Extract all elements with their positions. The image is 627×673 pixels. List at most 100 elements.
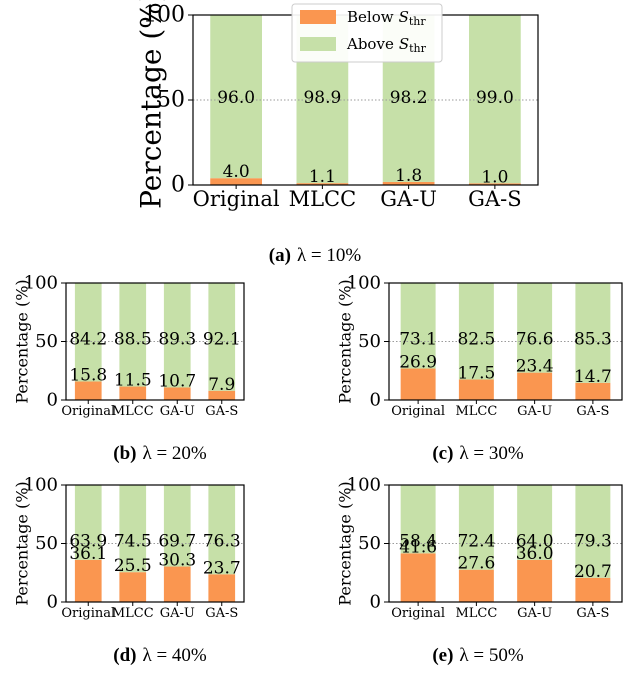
bar-above-3 <box>575 485 611 578</box>
legend: Below Sthr Above Sthr <box>291 3 443 63</box>
value-label-above-2: 89.3 <box>158 330 196 350</box>
bar-below-3 <box>208 574 236 602</box>
bar-below-1 <box>296 183 349 185</box>
bar-below-0 <box>400 553 436 602</box>
y-tick-label-1: 50 <box>35 331 58 352</box>
y-tick-label-0: 0 <box>171 173 185 198</box>
value-label-below-2: 36.0 <box>516 544 554 564</box>
bar-below-1 <box>119 572 147 602</box>
value-label-below-0: 36.1 <box>69 544 107 564</box>
panel-lambda: λ = 40% <box>142 645 206 666</box>
value-label-below-3: 1.0 <box>481 167 508 187</box>
bar-above-2 <box>517 283 553 373</box>
value-label-above-1: 82.5 <box>457 330 495 350</box>
bar-above-1 <box>458 283 494 380</box>
x-tick-label-1: MLCC <box>112 404 154 419</box>
panel-lambda: λ = 30% <box>459 443 523 464</box>
value-label-below-3: 23.7 <box>203 558 241 578</box>
value-label-below-2: 23.4 <box>516 357 554 377</box>
bar-below-2 <box>163 566 191 602</box>
panel-lambda: λ = 50% <box>459 645 523 666</box>
panel-letter: (b) <box>113 443 136 464</box>
x-tick-label-3: GA-S <box>576 404 609 419</box>
panel-letter: (a) <box>269 245 291 266</box>
y-tick-label-2: 100 <box>143 3 185 28</box>
value-label-above-3: 76.3 <box>203 532 241 552</box>
y-axis-label: Percentage (%) <box>336 279 355 403</box>
panel-caption: (d) λ = 40% <box>113 645 207 666</box>
legend-word-below: Below <box>347 8 394 26</box>
x-tick-label-0: Original <box>391 404 445 419</box>
value-label-above-2: 64.0 <box>516 532 554 552</box>
bar-below-2 <box>163 387 191 400</box>
y-tick-label-2: 100 <box>347 475 381 496</box>
y-tick-label-2: 100 <box>347 273 381 294</box>
y-tick-label-1: 50 <box>157 88 185 113</box>
bar-below-2 <box>517 372 553 400</box>
y-tick-label-0: 0 <box>370 390 381 411</box>
bar-below-3 <box>575 382 611 400</box>
x-tick-label-3: GA-S <box>576 606 609 621</box>
y-tick-label-1: 50 <box>35 533 58 554</box>
value-label-above-1: 88.5 <box>114 330 152 350</box>
legend-label-below: Below Sthr <box>347 8 426 28</box>
bar-below-1 <box>458 569 494 602</box>
x-tick-label-1: MLCC <box>112 606 154 621</box>
bar-below-1 <box>119 386 147 400</box>
value-label-below-0: 15.8 <box>69 366 107 386</box>
y-tick-label-0: 0 <box>47 592 58 613</box>
panel-caption: (a) λ = 10% <box>269 245 362 266</box>
panel-caption: (c) λ = 30% <box>432 443 524 464</box>
value-label-above-0: 73.1 <box>399 330 437 350</box>
bar-above-0 <box>400 283 436 369</box>
legend-swatch-below <box>300 10 336 24</box>
y-tick-label-1: 50 <box>358 533 381 554</box>
value-label-above-3: 92.1 <box>203 330 241 350</box>
value-label-above-1: 98.9 <box>303 88 341 108</box>
chart-panel-0: 0 50 100 Original MLCC GA-U GA-S 4.0 96.0 1.1 98.9… <box>135 0 539 266</box>
legend-sub-below: thr <box>409 15 427 28</box>
value-label-above-2: 76.6 <box>516 330 554 350</box>
bar-above-2 <box>163 485 191 567</box>
legend-symbol-above: S <box>399 35 409 53</box>
x-tick-label-3: GA-S <box>468 187 521 211</box>
value-label-above-0: 63.9 <box>69 532 107 552</box>
y-axis-label: Percentage (%) <box>336 481 355 605</box>
value-label-above-3: 99.0 <box>476 88 514 108</box>
x-tick-label-0: Original <box>61 404 115 419</box>
legend-swatch-above <box>300 37 336 51</box>
value-label-below-0: 41.6 <box>399 537 437 557</box>
value-label-above-3: 85.3 <box>574 330 612 350</box>
value-label-below-1: 25.5 <box>114 556 152 576</box>
panel-letter: (c) <box>432 443 453 464</box>
y-axis-label: Percentage (%) <box>13 279 32 403</box>
bar-above-0 <box>74 485 102 560</box>
value-label-below-1: 11.5 <box>114 371 152 391</box>
y-axis-label: Percentage (%) <box>13 481 32 605</box>
bar-above-2 <box>163 283 191 388</box>
value-label-below-2: 30.3 <box>158 551 196 571</box>
x-tick-label-0: Original <box>61 606 115 621</box>
value-label-below-3: 7.9 <box>208 375 235 395</box>
bar-above-1 <box>458 485 494 570</box>
x-tick-label-3: GA-S <box>205 606 238 621</box>
bar-above-3 <box>208 485 236 575</box>
bar-below-3 <box>469 183 521 185</box>
bar-below-2 <box>517 559 553 602</box>
bar-below-1 <box>458 379 494 400</box>
value-label-below-0: 26.9 <box>399 353 437 373</box>
x-tick-label-3: GA-S <box>205 404 238 419</box>
bar-below-0 <box>210 178 262 185</box>
x-tick-label-0: Original <box>193 187 280 211</box>
bar-below-0 <box>400 368 436 400</box>
x-tick-label-0: Original <box>391 606 445 621</box>
bar-below-3 <box>208 390 236 400</box>
value-label-above-0: 84.2 <box>69 330 107 350</box>
x-tick-label-2: GA-U <box>380 187 437 211</box>
panel-letter: (d) <box>113 645 136 666</box>
bar-above-0 <box>400 485 436 554</box>
legend-sub-above: thr <box>409 42 427 55</box>
